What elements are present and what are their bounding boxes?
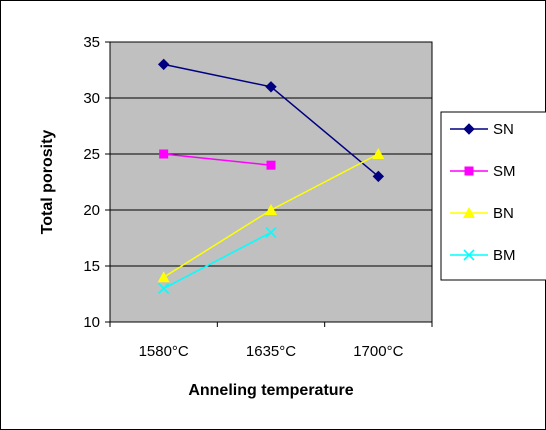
point-BN-0 — [157, 271, 170, 283]
x-tick-label-0: 1580°C — [139, 343, 189, 360]
series-layer — [157, 58, 385, 294]
point-SN-0 — [157, 58, 170, 71]
y-tick-label-10: 10 — [83, 314, 100, 331]
point-BN-2 — [372, 148, 385, 159]
y-tick-label-25: 25 — [83, 146, 100, 163]
point-SN-1 — [265, 81, 277, 93]
y-tick-label-30: 30 — [83, 90, 100, 107]
x-axis-ticks: 1580°C 1635°C 1700°C — [109, 322, 433, 360]
point-SM-0 — [159, 149, 169, 159]
x-axis-title: Anneling temperature — [188, 382, 353, 399]
y-axis-ticks: 10 15 20 25 30 35 — [83, 34, 110, 331]
legend-label-BN: BN — [493, 205, 514, 222]
legend-label-SM: SM — [493, 163, 516, 180]
point-SM-1 — [266, 160, 276, 170]
point-BM-0 — [158, 282, 170, 294]
series-line-SM — [163, 153, 272, 166]
point-BM-1 — [265, 226, 277, 238]
y-tick-label-15: 15 — [83, 258, 100, 275]
y-axis-title: Total porosity — [39, 130, 56, 235]
legend-label-BM: BM — [493, 247, 516, 264]
series-BN — [157, 148, 385, 283]
legend: SN SM BN BM — [440, 111, 546, 281]
legend-marker-SM — [464, 166, 474, 176]
y-tick-label-20: 20 — [83, 202, 100, 219]
legend-marker-BN — [463, 207, 475, 218]
legend-label-SN: SN — [493, 121, 514, 138]
series-line-BM — [163, 231, 272, 290]
series-SM — [159, 149, 276, 170]
point-BN-1 — [265, 204, 277, 215]
x-tick-label-2: 1700°C — [353, 343, 403, 360]
series-SN — [157, 58, 385, 183]
legend-marker-BM — [463, 249, 475, 261]
legend-box — [440, 111, 546, 281]
legend-marker-SN — [463, 123, 475, 135]
point-SN-2 — [372, 170, 385, 183]
x-tick-label-1: 1635°C — [246, 343, 296, 360]
series-BM — [158, 226, 277, 294]
y-tick-label-35: 35 — [83, 34, 100, 51]
